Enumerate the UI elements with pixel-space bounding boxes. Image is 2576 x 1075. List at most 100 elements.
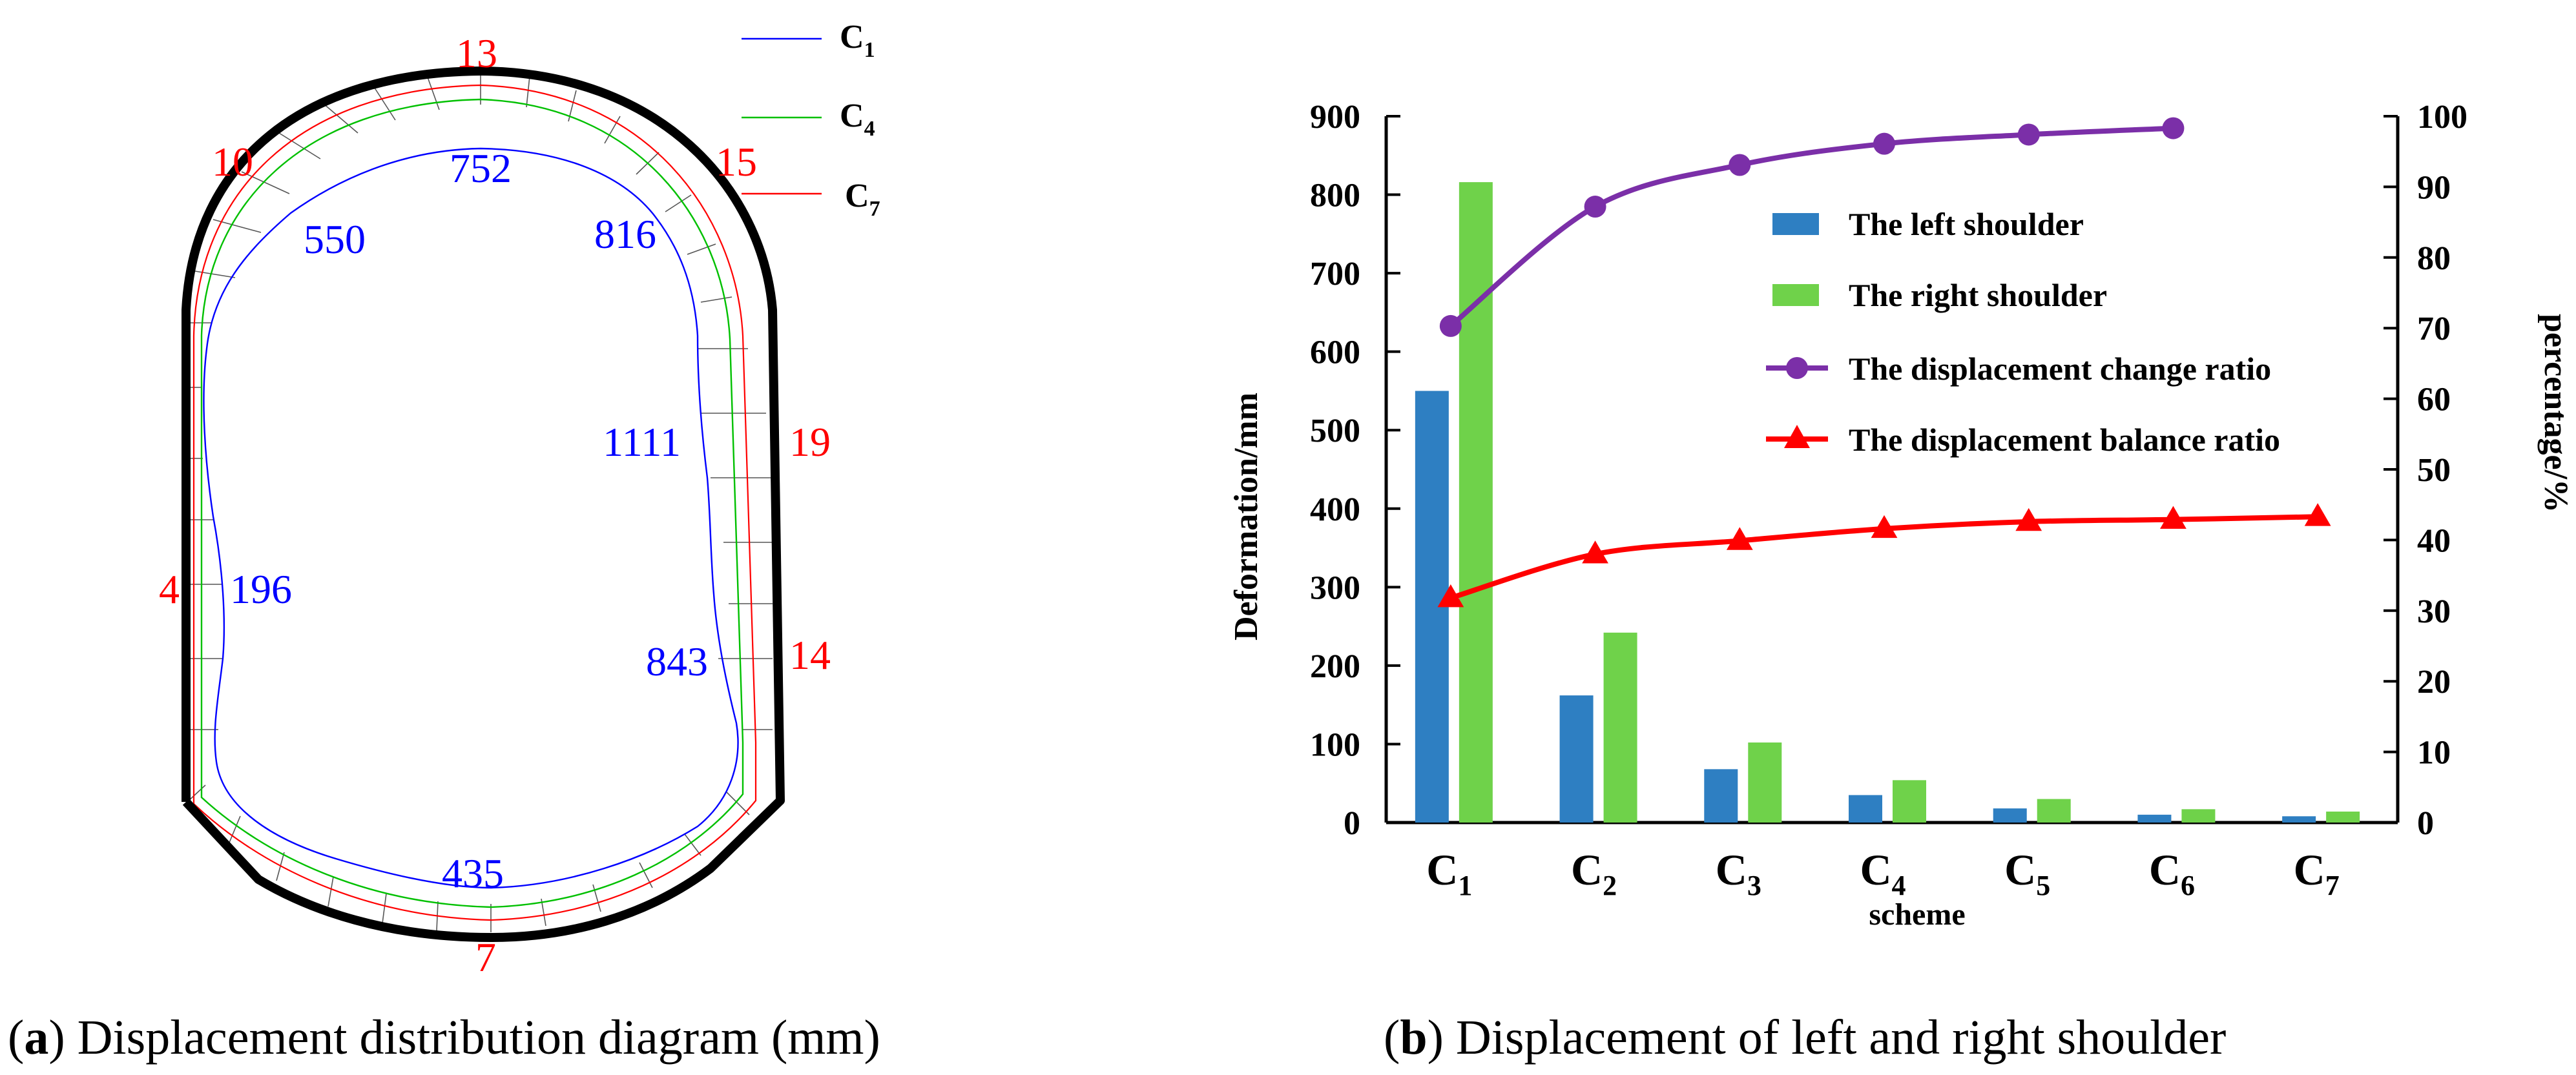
blue-value-right-upper: 1111 (603, 419, 681, 465)
panel-a: 13 10 15 19 4 14 7 752 550 816 1111 196 … (8, 19, 880, 1065)
radial-grid (186, 72, 773, 932)
legend-label-c1: C1 (840, 19, 875, 62)
chart-legend: The left shoulder The right shoulder The d… (1766, 206, 2280, 458)
blue-value-bottom: 435 (442, 850, 504, 896)
bar-right-shoulder (1748, 742, 1782, 823)
y-right-tick-label: 30 (2417, 593, 2451, 630)
x-axis-label: scheme (1869, 897, 1965, 932)
y-left-tick-label: 400 (1310, 491, 1360, 528)
panel-b-chart: 0 100 200 300 400 500 600 700 800 900 0 10 20 30 40 50 6… (1228, 99, 2574, 1065)
bar-right-shoulder (1459, 182, 1493, 823)
y-left-tick-label: 600 (1310, 334, 1360, 371)
y-right-tick-label: 10 (2417, 735, 2451, 772)
legend-label-c7: C7 (845, 178, 880, 221)
bar-right-shoulder (1603, 632, 1637, 823)
bar-left-shoulder (1559, 695, 1594, 823)
x-tick-label: C1 (1426, 845, 1472, 901)
chart-tick-labels: 0 100 200 300 400 500 600 700 800 900 0 10 20 30 40 50 6… (1310, 99, 2467, 901)
blue-value-upper-left: 550 (304, 216, 366, 262)
change-ratio-point (1729, 154, 1751, 176)
chart-axes (1384, 115, 2400, 824)
y-left-tick-label: 200 (1310, 648, 1360, 685)
x-tick-label: C7 (2294, 845, 2340, 901)
y-right-tick-label: 100 (2417, 99, 2467, 136)
bar-left-shoulder (2137, 814, 2172, 823)
blue-value-upper-right: 816 (594, 211, 656, 257)
bar-right-shoulder (2037, 799, 2071, 823)
tunnel-profile-outline (182, 67, 785, 942)
change-ratio-point (2162, 117, 2185, 139)
x-tick-label: C4 (1860, 845, 1906, 901)
panel-b-caption-letter: b (1400, 1010, 1427, 1065)
panel-b-caption: (b) Displacement of left and right shoul… (1384, 1010, 2226, 1065)
balance-ratio-point (1726, 527, 1753, 550)
y-left-tick-label: 800 (1310, 178, 1360, 214)
change-ratio-point (1439, 314, 1462, 337)
balance-ratio-point (1871, 515, 1898, 538)
y-left-tick-label: 300 (1310, 569, 1360, 606)
y-right-tick-label: 60 (2417, 382, 2451, 418)
bar-left-shoulder (1849, 795, 1882, 823)
red-value-top: 13 (456, 30, 497, 76)
balance-ratio-point (2160, 506, 2186, 529)
bar-right-shoulder (2326, 811, 2360, 823)
chart-lines (1437, 117, 2331, 608)
y-left-tick-label: 100 (1310, 726, 1360, 763)
y-left-tick-label: 700 (1310, 256, 1360, 292)
panel-a-caption-letter: a (24, 1010, 48, 1065)
change-ratio-point (1584, 196, 1606, 218)
legend-label-0: The left shoulder (1849, 206, 2084, 242)
legend-label-1: The right shoulder (1849, 277, 2107, 313)
panel-a-caption: (a) Displacement distribution diagram (m… (8, 1010, 880, 1065)
red-value-right-lower: 14 (789, 632, 831, 678)
y-right-tick-label: 0 (2417, 805, 2434, 842)
legend-marker-2 (1786, 357, 1808, 379)
y-left-tick-label: 500 (1310, 413, 1360, 449)
bar-right-shoulder (1893, 780, 1926, 823)
balance-ratio-point (2015, 507, 2042, 531)
red-value-labels: 13 10 15 19 4 14 7 (159, 30, 831, 980)
x-tick-label: C3 (1716, 845, 1761, 901)
balance-ratio-point (2304, 503, 2331, 526)
red-value-left: 4 (159, 566, 180, 612)
y-axis-left-label: Deformation/mm (1228, 393, 1265, 640)
c7-curve (192, 84, 757, 921)
blue-value-top: 752 (450, 145, 512, 191)
legend-label-3: The displacement balance ratio (1849, 422, 2280, 458)
c1-curve (203, 147, 739, 889)
balance-ratio-point (1582, 540, 1608, 564)
x-tick-label: C6 (2149, 845, 2195, 901)
red-value-upper-left: 10 (212, 139, 253, 185)
bar-left-shoulder (1993, 808, 2027, 823)
x-tick-label: C2 (1571, 845, 1617, 901)
y-left-tick-label: 0 (1344, 805, 1360, 842)
panel-b-caption-text: Displacement of left and right shoulder (1444, 1010, 2226, 1065)
x-tick-label: C5 (2004, 845, 2050, 901)
bar-right-shoulder (2181, 809, 2216, 823)
legend-label-2: The displacement change ratio (1849, 351, 2271, 387)
y-axis-right-label: percentage/% (2537, 314, 2574, 513)
panel-a-caption-text: Displacement distribution diagram (mm) (65, 1010, 880, 1065)
y-right-tick-label: 20 (2417, 664, 2451, 701)
legend-label-c4: C4 (840, 97, 875, 141)
blue-value-right-lower: 843 (646, 639, 708, 684)
y-right-tick-label: 90 (2417, 169, 2451, 206)
y-right-tick-label: 50 (2417, 452, 2451, 489)
bar-left-shoulder (2282, 816, 2316, 823)
legend-swatch-0 (1772, 213, 1819, 235)
y-left-tick-label: 900 (1310, 99, 1360, 136)
red-value-upper-right: 15 (716, 139, 757, 185)
y-right-tick-label: 80 (2417, 240, 2451, 277)
blue-value-labels: 752 550 816 1111 196 843 435 (230, 145, 708, 896)
bar-left-shoulder (1704, 769, 1738, 823)
change-ratio-point (1873, 132, 1895, 155)
panel-a-legend: C1 C4 C7 (742, 19, 880, 221)
red-value-right-upper: 19 (789, 419, 831, 465)
y-right-tick-label: 40 (2417, 522, 2451, 559)
c4-curve (200, 98, 744, 908)
legend-swatch-1 (1772, 284, 1819, 306)
chart-bars (1415, 182, 2360, 823)
balance-ratio-point (1437, 584, 1464, 608)
legend-marker-3 (1784, 425, 1810, 448)
